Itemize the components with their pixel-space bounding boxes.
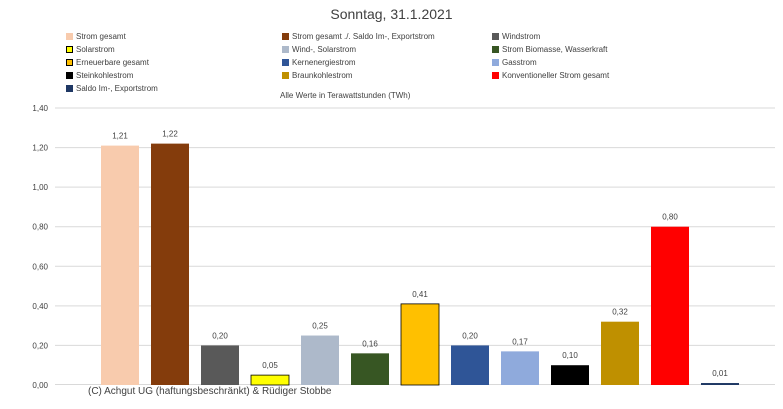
legend-item: Strom gesamt ./. Saldo Im-, Exportstrom — [282, 32, 435, 41]
y-tick-label: 0,00 — [32, 381, 48, 390]
legend-item: Erneuerbare gesamt — [66, 58, 149, 67]
y-tick-label: 0,60 — [32, 262, 48, 271]
unit-note: Alle Werte in Terawattstunden (TWh) — [280, 91, 411, 100]
legend-item: Solarstrom — [66, 45, 115, 54]
y-tick-label: 1,20 — [32, 144, 48, 153]
legend-item: Steinkohlestrom — [66, 71, 133, 80]
legend-label: Strom Biomasse, Wasserkraft — [502, 45, 608, 54]
legend-label: Erneuerbare gesamt — [76, 58, 149, 67]
y-tick-label: 0,20 — [32, 341, 48, 350]
legend-swatch — [282, 59, 289, 66]
data-label: 0,25 — [312, 322, 328, 331]
legend-item: Gasstrom — [492, 58, 537, 67]
bar — [651, 226, 689, 385]
legend-swatch — [282, 72, 289, 79]
legend-label: Konventioneller Strom gesamt — [502, 71, 610, 80]
bar — [301, 335, 339, 385]
legend: Strom gesamt Strom gesamt ./. Saldo Im-, … — [66, 32, 626, 102]
legend-item: Strom gesamt — [66, 32, 126, 41]
legend-label: Gasstrom — [502, 58, 537, 67]
chart-title: Sonntag, 31.1.2021 — [330, 6, 453, 22]
bar — [601, 321, 639, 385]
legend-swatch — [66, 33, 73, 40]
legend-label: Solarstrom — [76, 45, 115, 54]
legend-item: Windstrom — [492, 32, 540, 41]
bar — [501, 351, 539, 385]
data-label: 1,21 — [112, 132, 128, 141]
data-label: 0,80 — [662, 213, 678, 222]
legend-swatch — [282, 33, 289, 40]
data-label: 0,32 — [612, 308, 628, 317]
data-label: 0,20 — [462, 331, 478, 340]
data-label: 0,10 — [562, 351, 578, 360]
data-label: 1,22 — [162, 130, 178, 139]
y-tick-label: 0,80 — [32, 223, 48, 232]
legend-swatch — [282, 46, 289, 53]
legend-label: Strom gesamt ./. Saldo Im-, Exportstrom — [292, 32, 435, 41]
legend-swatch — [492, 33, 499, 40]
legend-swatch — [66, 46, 73, 53]
legend-swatch — [492, 59, 499, 66]
data-label: 0,17 — [512, 337, 528, 346]
copyright-footer: (C) Achgut UG (haftungsbeschränkt) & Rüd… — [88, 386, 332, 397]
data-label: 0,01 — [712, 369, 728, 378]
legend-swatch — [66, 85, 73, 92]
bar — [101, 145, 139, 385]
y-tick-label: 0,40 — [32, 302, 48, 311]
legend-label: Kernenergiestrom — [292, 58, 356, 67]
bar — [151, 143, 189, 385]
legend-item: Wind-, Solarstrom — [282, 45, 356, 54]
data-label: 0,41 — [412, 290, 428, 299]
data-label: 0,20 — [212, 331, 228, 340]
legend-label: Steinkohlestrom — [76, 71, 134, 80]
data-label: 0,16 — [362, 339, 378, 348]
bar — [400, 303, 440, 386]
bar — [201, 345, 239, 385]
legend-label: Saldo Im-, Exportstrom — [76, 84, 158, 93]
legend-item: Saldo Im-, Exportstrom — [66, 84, 158, 93]
legend-item: Braunkohlestrom — [282, 71, 352, 80]
legend-label: Strom gesamt — [76, 32, 126, 41]
bar — [551, 365, 589, 385]
legend-label: Braunkohlestrom — [292, 71, 353, 80]
bar — [250, 374, 290, 386]
y-tick-label: 1,40 — [32, 104, 48, 113]
legend-swatch — [66, 72, 73, 79]
y-tick-label: 1,00 — [32, 183, 48, 192]
bar — [701, 383, 739, 385]
legend-swatch — [492, 72, 499, 79]
bar — [451, 345, 489, 385]
legend-label: Wind-, Solarstrom — [292, 45, 357, 54]
legend-item: Konventioneller Strom gesamt — [492, 71, 609, 80]
bar — [351, 353, 389, 385]
legend-label: Windstrom — [502, 32, 541, 41]
legend-swatch — [66, 59, 73, 66]
data-label: 0,05 — [262, 361, 278, 370]
legend-swatch — [492, 46, 499, 53]
legend-item: Strom Biomasse, Wasserkraft — [492, 45, 608, 54]
legend-item: Kernenergiestrom — [282, 58, 356, 67]
